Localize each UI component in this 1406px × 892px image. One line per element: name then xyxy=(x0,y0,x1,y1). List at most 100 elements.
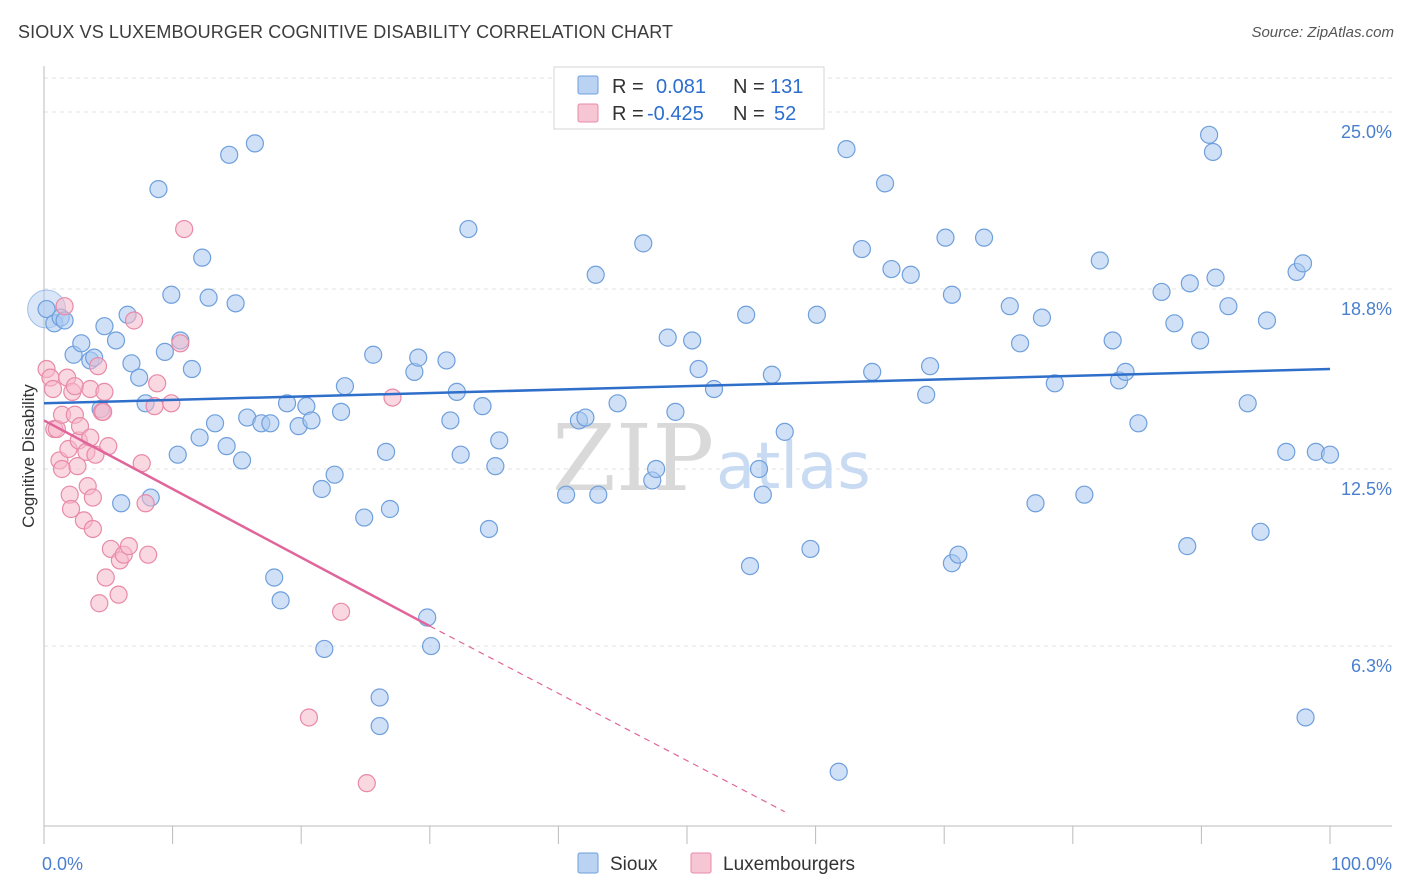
sioux-point xyxy=(917,385,936,404)
sioux-point xyxy=(683,331,702,350)
sioux-point xyxy=(261,414,280,433)
sioux-point xyxy=(1000,297,1019,316)
sioux-point xyxy=(232,451,252,470)
sioux-point xyxy=(376,442,396,461)
y-tick-label: 18.8% xyxy=(1341,299,1392,319)
sioux-point xyxy=(441,411,460,430)
sioux-point xyxy=(1090,251,1109,270)
luxembourgers-trend-extension xyxy=(429,625,786,813)
watermark-atlas: atlas xyxy=(716,430,871,504)
sioux-point xyxy=(437,351,456,370)
sioux-point xyxy=(557,485,576,504)
sioux-point xyxy=(801,539,820,559)
sioux-point xyxy=(634,234,653,253)
sioux-point xyxy=(226,294,245,313)
luxembourgers-point xyxy=(136,494,155,513)
luxembourgers-point xyxy=(43,379,63,399)
sioux-point xyxy=(1103,331,1122,350)
sioux-point xyxy=(1206,268,1225,287)
x-tick-label: 0.0% xyxy=(42,854,83,874)
legend-n-value-luxembourgers: 52 xyxy=(774,103,796,125)
sioux-point xyxy=(409,348,428,367)
sioux-point xyxy=(658,328,677,347)
luxembourgers-point xyxy=(52,459,72,479)
luxembourgers-point xyxy=(139,545,158,564)
sioux-point xyxy=(576,408,595,427)
luxembourgers-point xyxy=(94,402,113,421)
sioux-point xyxy=(762,365,781,384)
sioux-point xyxy=(149,179,168,199)
luxembourgers-point xyxy=(61,499,81,519)
sioux-point xyxy=(1277,442,1296,461)
sioux-point xyxy=(942,285,962,304)
sioux-point xyxy=(949,545,968,564)
luxembourgers-point xyxy=(55,297,74,316)
sioux-point xyxy=(193,248,212,267)
sioux-point xyxy=(325,465,344,484)
luxembourgers-point xyxy=(357,774,376,793)
luxembourgers-point xyxy=(109,585,128,604)
sioux-trend-line xyxy=(43,367,1331,405)
sioux-point xyxy=(479,519,499,539)
sioux-point xyxy=(315,639,334,659)
sioux-point xyxy=(647,459,666,479)
luxembourgers-point xyxy=(70,417,90,436)
sioux-point xyxy=(901,265,920,284)
luxembourgers-point xyxy=(68,457,87,476)
sioux-point xyxy=(586,265,605,284)
luxembourgers-trend-line xyxy=(43,419,431,628)
sioux-point xyxy=(1116,362,1135,381)
sioux-point xyxy=(335,377,355,396)
luxembourgers-point xyxy=(96,568,115,587)
legend-swatch-luxembourgers xyxy=(577,103,599,123)
sioux-point xyxy=(704,379,724,399)
sioux-point xyxy=(1251,522,1270,541)
sioux-point xyxy=(380,499,400,519)
sioux-point xyxy=(451,445,470,464)
sioux-point xyxy=(775,422,794,441)
sioux-point xyxy=(1191,331,1210,350)
luxembourgers-point xyxy=(171,334,190,353)
chart-title: SIOUX VS LUXEMBOURGER COGNITIVE DISABILI… xyxy=(18,22,674,42)
sioux-point xyxy=(355,508,374,527)
stats-legend-box xyxy=(553,66,825,130)
sioux-point xyxy=(753,485,772,504)
points-layer xyxy=(27,105,1340,793)
grid-layer xyxy=(44,77,1392,647)
luxembourgers-point xyxy=(90,594,109,613)
sioux-point xyxy=(364,345,383,364)
sioux-point xyxy=(666,402,685,421)
sioux-point xyxy=(974,228,994,247)
chart-source: Source: ZipAtlas.com xyxy=(1251,24,1394,41)
sioux-point xyxy=(689,359,708,379)
sioux-point xyxy=(737,305,756,324)
sioux-point xyxy=(199,288,218,307)
sioux-point xyxy=(1293,254,1313,273)
y-tick-label: 12.5% xyxy=(1341,479,1392,499)
sioux-point xyxy=(837,140,856,159)
sioux-point xyxy=(589,485,608,504)
sioux-point xyxy=(217,437,236,456)
luxembourgers-point xyxy=(88,357,108,376)
sioux-point xyxy=(112,494,131,513)
legend-r-value-luxembourgers: -0.425 xyxy=(647,103,704,125)
sioux-point xyxy=(608,394,627,413)
sioux-point xyxy=(1238,394,1257,413)
luxembourgers-point xyxy=(383,388,402,407)
sioux-point xyxy=(490,431,509,450)
sioux-point xyxy=(875,174,895,193)
sioux-point xyxy=(1026,494,1045,513)
luxembourgers-point xyxy=(65,377,84,396)
sioux-point xyxy=(1045,374,1064,393)
sioux-point xyxy=(1203,142,1223,162)
sioux-point xyxy=(271,591,290,610)
y-tick-label: 6.3% xyxy=(1351,656,1392,676)
luxembourgers-point xyxy=(299,708,319,727)
sioux-point xyxy=(205,414,225,433)
sioux-point xyxy=(106,331,126,350)
sioux-point xyxy=(421,636,441,656)
series-legend: Sioux Luxembourgers xyxy=(577,852,855,875)
sioux-point xyxy=(1320,445,1340,464)
legend-r-label-luxembourgers: R = xyxy=(612,103,644,125)
